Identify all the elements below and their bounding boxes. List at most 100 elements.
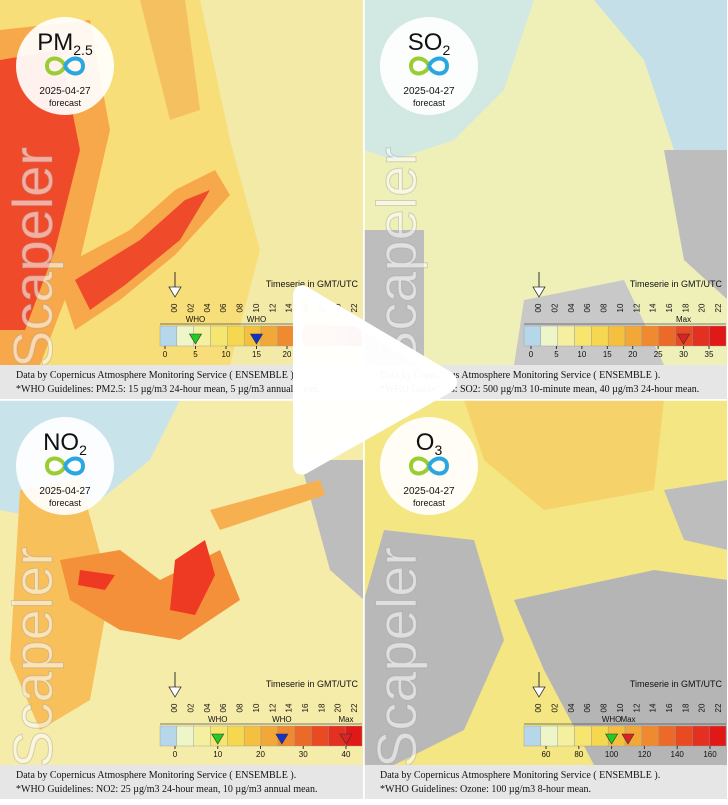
color-cell [658, 325, 676, 347]
hour-label: 16 [665, 303, 674, 312]
logo-left [408, 456, 431, 476]
hour-label: 02 [186, 303, 195, 312]
color-cell [260, 325, 279, 347]
status: forecast [49, 98, 82, 108]
marker-label: WHO [208, 715, 228, 724]
color-cell [210, 325, 228, 347]
timeserie-label: Timeserie in GMT/UTC [630, 679, 723, 689]
hour-label: 10 [616, 703, 625, 712]
play-button[interactable] [293, 285, 457, 475]
timeline-arrow [168, 286, 182, 298]
color-cell [277, 325, 295, 347]
hour-label: 12 [268, 303, 277, 312]
pollutant-name: O [416, 429, 435, 456]
scale-label: 60 [542, 750, 551, 759]
footer-line: Data by Copernicus Atmosphere Monitoring… [16, 770, 296, 781]
hour-label: 00 [534, 703, 543, 712]
color-cell [557, 325, 575, 347]
hour-label: 14 [649, 303, 658, 312]
hour-label: 08 [600, 303, 609, 312]
map-area [0, 50, 80, 330]
logo-left [44, 456, 67, 476]
hour-label: 06 [219, 303, 228, 312]
scale-label: 10 [222, 350, 231, 359]
scale-label: 100 [605, 750, 619, 759]
logo-left [408, 56, 431, 76]
map-area [210, 480, 325, 530]
map-area [514, 570, 727, 765]
hour-label: 12 [632, 703, 641, 712]
scale-label: 5 [554, 350, 559, 359]
hour-label: 08 [236, 703, 245, 712]
marker-label: Max [338, 715, 353, 724]
hour-label: 22 [350, 303, 359, 312]
logo-right [63, 56, 86, 76]
scale-label: 20 [283, 350, 292, 359]
marker [621, 733, 635, 745]
hour-label: 08 [236, 303, 245, 312]
pollutant-name: SO [408, 29, 443, 56]
footer-line: *WHO Guidelines: SO2: 500 µg/m3 10-minut… [380, 384, 699, 395]
map-area [664, 480, 727, 550]
pollutant-name: PM [37, 29, 73, 56]
footer-line: *WHO Guidelines: PM2.5: 15 µg/m3 24-hour… [16, 384, 320, 395]
date: 2025-04-27 [39, 486, 91, 497]
color-cell [159, 325, 178, 347]
color-cell [193, 725, 211, 747]
color-cell [557, 725, 575, 747]
color-cell [540, 325, 558, 347]
color-cell [692, 725, 710, 747]
marker-label: WHO [272, 715, 292, 724]
hour-label: 04 [567, 303, 576, 312]
hour-label: 02 [186, 703, 195, 712]
watermark: Scapeler [1, 147, 64, 368]
marker [188, 333, 203, 345]
scale-label: 35 [705, 350, 714, 359]
color-cell [227, 325, 245, 347]
scale-label: 20 [628, 350, 637, 359]
scale-label: 0 [163, 350, 168, 359]
footer-line: *WHO Guidelines: Ozone: 100 µg/m3 8-hour… [380, 784, 591, 795]
scale-label: 80 [574, 750, 583, 759]
date: 2025-04-27 [403, 486, 455, 497]
color-cell [176, 725, 194, 747]
timeline-arrow [532, 686, 546, 698]
hour-label: 00 [534, 303, 543, 312]
pollutant-label: PM2.5 [37, 29, 93, 58]
map-area [200, 0, 363, 365]
scale-label: 120 [638, 750, 652, 759]
map-area [594, 0, 727, 190]
scale-label: 0 [173, 750, 178, 759]
hour-label: 22 [350, 703, 359, 712]
footer-bg [0, 765, 363, 799]
color-cell [591, 725, 609, 747]
hour-label: 20 [698, 303, 707, 312]
map-area [140, 0, 200, 120]
marker [677, 333, 691, 345]
hour-label: 04 [203, 703, 212, 712]
footer-line: Data by Copernicus Atmosphere Monitoring… [380, 370, 660, 381]
marker [605, 733, 619, 745]
marker-label: WHO [186, 315, 206, 324]
scale-label: 140 [671, 750, 685, 759]
timeserie-label: Timeserie in GMT/UTC [266, 679, 359, 689]
hour-label: 06 [219, 703, 228, 712]
hour-label: 04 [567, 703, 576, 712]
map-area [464, 400, 664, 510]
scale-label: 30 [679, 350, 688, 359]
hour-label: 02 [550, 703, 559, 712]
map-area [170, 540, 215, 615]
pollutant-label: O3 [416, 429, 443, 458]
color-cell [641, 725, 659, 747]
logo-right [63, 456, 86, 476]
map-area [78, 570, 115, 590]
hour-label: 22 [714, 703, 723, 712]
scale-label: 15 [603, 350, 612, 359]
color-cell [574, 325, 592, 347]
hour-label: 06 [583, 303, 592, 312]
hour-label: 12 [632, 303, 641, 312]
timeline-arrow [168, 686, 182, 698]
hour-label: 14 [285, 303, 294, 312]
marker-label: WHO [602, 715, 622, 724]
